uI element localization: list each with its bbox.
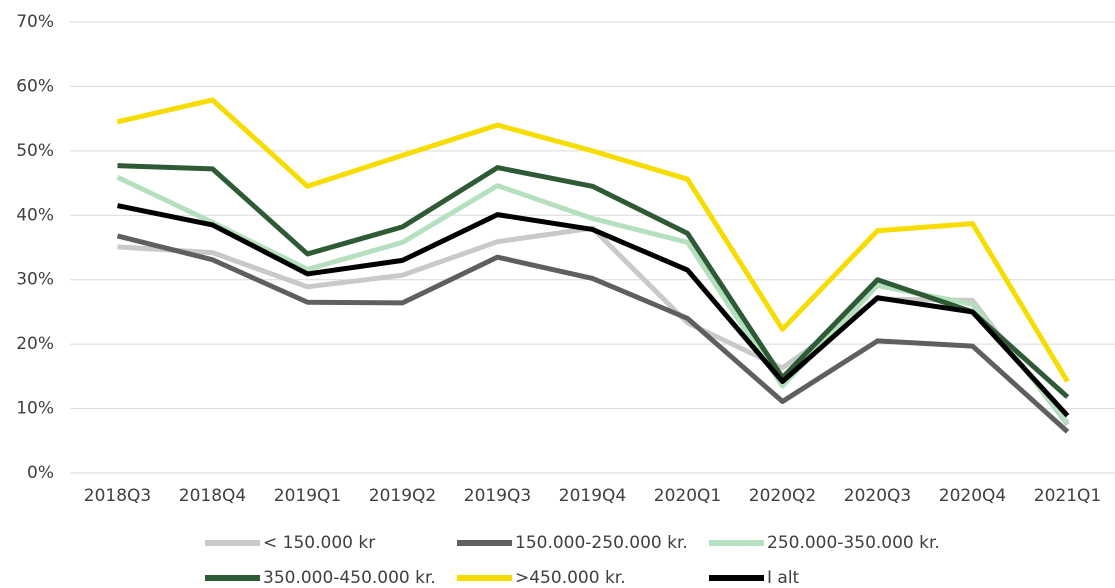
series-line [117, 163, 1070, 399]
x-tick-label: 2021Q1 [1034, 486, 1101, 506]
y-tick-label: 60% [16, 76, 54, 96]
x-tick-label: 2020Q4 [939, 486, 1006, 506]
x-tick-label: 2019Q4 [559, 486, 626, 506]
legend-label: 350.000-450.000 kr. [263, 568, 436, 588]
x-tick-label: 2019Q1 [274, 486, 341, 506]
x-tick-label: 2019Q3 [464, 486, 531, 506]
x-tick-label: 2020Q1 [654, 486, 721, 506]
y-tick-label: 20% [16, 334, 54, 354]
y-tick-label: 0% [27, 463, 54, 483]
y-tick-label: 10% [16, 399, 54, 419]
series-line [117, 225, 1070, 427]
x-tick-label: 2018Q4 [179, 486, 246, 506]
legend-label: I alt [767, 568, 800, 588]
x-tick-label: 2020Q2 [749, 486, 816, 506]
series-line [116, 233, 1070, 434]
x-tick-label: 2018Q3 [84, 486, 151, 506]
series-line [116, 97, 1070, 383]
legend-label: < 150.000 kr [263, 533, 375, 553]
x-tick-label: 2020Q3 [844, 486, 911, 506]
legend-label: 150.000-250.000 kr. [515, 533, 688, 553]
series-line [117, 203, 1070, 418]
x-tick-label: 2019Q2 [369, 486, 436, 506]
legend-label: 250.000-350.000 kr. [767, 533, 940, 553]
y-tick-label: 30% [16, 270, 54, 290]
y-tick-label: 40% [16, 205, 54, 225]
y-tick-label: 50% [16, 141, 54, 161]
legend-label: >450.000 kr. [515, 568, 626, 588]
y-tick-label: 70% [16, 12, 54, 32]
